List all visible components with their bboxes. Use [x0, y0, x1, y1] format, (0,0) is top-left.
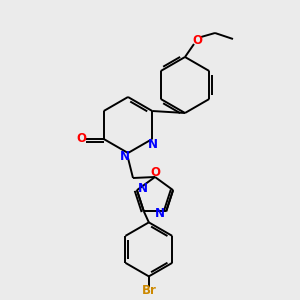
Text: N: N — [155, 207, 165, 220]
Text: N: N — [138, 182, 148, 195]
Text: N: N — [120, 151, 130, 164]
Text: Br: Br — [141, 284, 156, 297]
Text: O: O — [77, 133, 87, 146]
Text: N: N — [148, 137, 158, 151]
Text: O: O — [150, 166, 160, 178]
Text: O: O — [192, 34, 202, 47]
